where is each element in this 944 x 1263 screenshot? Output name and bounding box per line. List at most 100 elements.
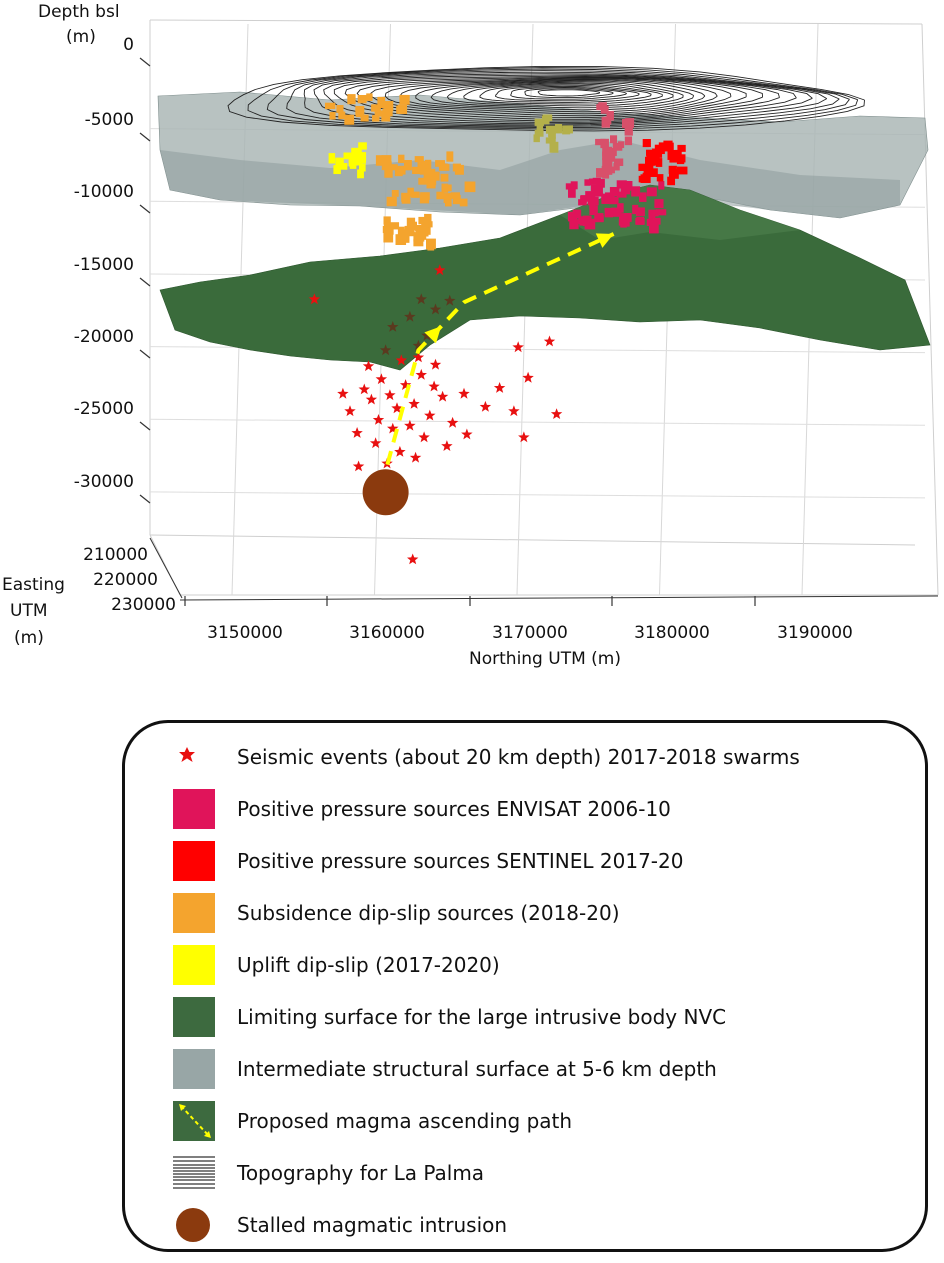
deformation-source-cell bbox=[440, 173, 449, 182]
seismic-event-marker bbox=[362, 360, 375, 372]
deformation-source-cell bbox=[442, 184, 452, 192]
deformation-source-cell bbox=[440, 163, 448, 170]
deformation-source-cell bbox=[459, 198, 468, 207]
deformation-source-cell bbox=[602, 146, 613, 157]
deformation-source-cell bbox=[654, 199, 664, 209]
deformation-source-cell bbox=[534, 118, 545, 126]
topography-contour bbox=[446, 82, 674, 107]
deformation-source-cell bbox=[452, 194, 461, 205]
deformation-source-cell bbox=[464, 181, 476, 193]
deformation-source-cell bbox=[377, 96, 386, 108]
seismic-events bbox=[308, 264, 563, 565]
deformation-source-cell bbox=[435, 160, 445, 167]
legend-item-topography: Topography for La Palma bbox=[173, 1153, 484, 1193]
deformation-source-cell bbox=[542, 115, 550, 125]
depth-tick-mark bbox=[139, 349, 151, 359]
deformation-source-cell bbox=[372, 115, 380, 122]
seismic-event-marker bbox=[446, 416, 459, 428]
seismic-event-marker bbox=[412, 351, 425, 363]
topography-contour bbox=[313, 73, 813, 125]
deformation-source-cell bbox=[636, 216, 645, 225]
topography-contour bbox=[415, 80, 695, 111]
topography-contour bbox=[524, 88, 614, 99]
intrusive-body-event-marker bbox=[415, 293, 427, 305]
deformation-source-cell bbox=[411, 191, 420, 198]
easting-axis-ticks: 210000 220000 230000 bbox=[83, 537, 183, 615]
deformation-source-cell bbox=[605, 192, 615, 202]
depth-tick-label: -15000 bbox=[74, 255, 134, 275]
legend-item-envisat: Positive pressure sources ENVISAT 2006-1… bbox=[173, 789, 671, 829]
deformation-source-cell bbox=[549, 141, 559, 153]
intrusive-body-event-marker bbox=[404, 310, 416, 322]
deformation-source-cell bbox=[416, 229, 427, 240]
deformation-source-cell bbox=[639, 192, 647, 202]
deformation-source-cell bbox=[647, 164, 654, 172]
deformation-source-cell bbox=[567, 211, 578, 222]
intrusive-body-event-marker bbox=[412, 339, 425, 351]
seismic-event-marker bbox=[351, 427, 363, 438]
deformation-source-cell bbox=[452, 163, 461, 172]
depth-tick-mark bbox=[139, 494, 151, 504]
deformation-source-cell bbox=[618, 141, 625, 149]
intrusive-body-event-marker bbox=[444, 294, 456, 306]
seismic-event-marker bbox=[415, 368, 427, 380]
seismic-event-marker bbox=[372, 414, 385, 425]
ascending-path-arrowhead bbox=[424, 326, 442, 344]
deformation-source-cell bbox=[643, 165, 651, 176]
seismic-event-marker bbox=[407, 553, 419, 565]
legend-label: Seismic events (about 20 km depth) 2017-… bbox=[237, 745, 800, 769]
depth-tick-label: -10000 bbox=[74, 182, 134, 202]
deformation-source-cell bbox=[658, 181, 665, 190]
depth-tick-mark bbox=[139, 132, 151, 142]
green-surface-square-icon bbox=[173, 997, 215, 1037]
deformation-source-cell bbox=[386, 196, 397, 207]
topography-contour bbox=[463, 83, 663, 105]
seismic-event-marker bbox=[428, 380, 440, 392]
seismic-event-marker bbox=[543, 335, 556, 347]
deformation-source-cell bbox=[358, 142, 367, 150]
seismic-event-marker bbox=[550, 408, 563, 419]
deformation-source-cell bbox=[642, 139, 651, 148]
legend-label: Limiting surface for the large intrusive… bbox=[237, 1005, 727, 1029]
deformation-source-cell bbox=[677, 144, 686, 152]
deformation-source-cell bbox=[397, 226, 405, 238]
deformation-source-cell bbox=[622, 119, 633, 129]
seismic-event-marker bbox=[429, 358, 442, 370]
depth-tick-label: -20000 bbox=[74, 327, 134, 347]
easting-axis-label-line3: (m) bbox=[14, 628, 44, 648]
deformation-source-cell bbox=[391, 190, 399, 197]
deformation-source-cell bbox=[375, 155, 383, 166]
deformation-source-cell bbox=[632, 204, 639, 215]
seismic-event-marker bbox=[424, 409, 436, 421]
deformation-source-cell bbox=[667, 150, 677, 160]
deformation-source-cell bbox=[359, 164, 366, 172]
topography-contour bbox=[479, 84, 652, 103]
deformation-source-cell bbox=[569, 219, 579, 230]
topography-contour bbox=[247, 67, 859, 130]
seismic-event-marker bbox=[395, 354, 407, 366]
deformation-source-cell bbox=[335, 157, 344, 167]
depth-axis-label-line2: (m) bbox=[66, 27, 96, 47]
deformation-source-cell bbox=[596, 178, 605, 188]
topography-contour bbox=[323, 74, 797, 124]
legend-item-ascending-path: Proposed magma ascending path bbox=[173, 1101, 572, 1141]
deformation-source-cell bbox=[610, 135, 618, 144]
seismic-event-marker bbox=[394, 445, 406, 457]
topography-contour bbox=[303, 71, 828, 126]
seismic-event-marker bbox=[508, 405, 520, 417]
topography-contour bbox=[494, 85, 640, 102]
deformation-source-cell bbox=[418, 177, 430, 185]
deformation-source-cell bbox=[635, 207, 645, 216]
deformation-source-cell bbox=[389, 222, 400, 230]
deformation-source-cell bbox=[582, 215, 592, 227]
deformation-source-cell bbox=[600, 138, 609, 149]
deformation-source-cell bbox=[533, 134, 540, 143]
deformation-source-cell bbox=[590, 185, 598, 192]
legend-item-intrusive-surface: Limiting surface for the large intrusive… bbox=[173, 997, 726, 1037]
deformation-source-cell bbox=[325, 102, 336, 110]
easting-axis-label-line2: UTM bbox=[10, 601, 48, 621]
deformation-source-cell bbox=[545, 125, 556, 134]
deformation-source-cell bbox=[669, 169, 679, 179]
intermediate-surface-shading bbox=[160, 140, 900, 218]
deformation-source-cell bbox=[589, 205, 598, 216]
